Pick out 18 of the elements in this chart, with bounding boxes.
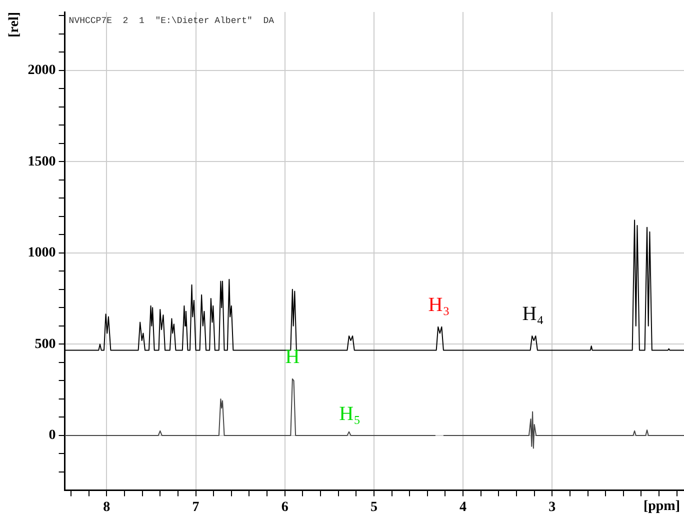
x-tick-label: 8 [103,500,110,516]
annotation: H₃ [428,294,450,316]
y-tick-label: 1500 [28,154,56,170]
x-tick-label: 4 [460,500,467,516]
y-tick-label: 1000 [28,246,56,261]
annotation: H₄ [522,302,544,325]
x-tick-label: 6 [281,500,288,516]
y-tick-label: 2000 [28,63,56,78]
x-tick-label: 7 [192,500,200,516]
annotation: H [285,346,300,368]
x-axis-title: [ppm] [643,498,680,514]
x-tick-label: 5 [370,500,378,516]
y-tick-label: 0 [48,428,56,444]
y-axis-title: [rel] [7,12,22,38]
annotation: NVHCCP7E 2 1 "E:\Dieter Albert" DA [68,16,275,26]
y-tick-label: 500 [34,336,56,352]
annotation: H₅ [339,402,361,425]
x-tick-label: 3 [548,500,556,516]
